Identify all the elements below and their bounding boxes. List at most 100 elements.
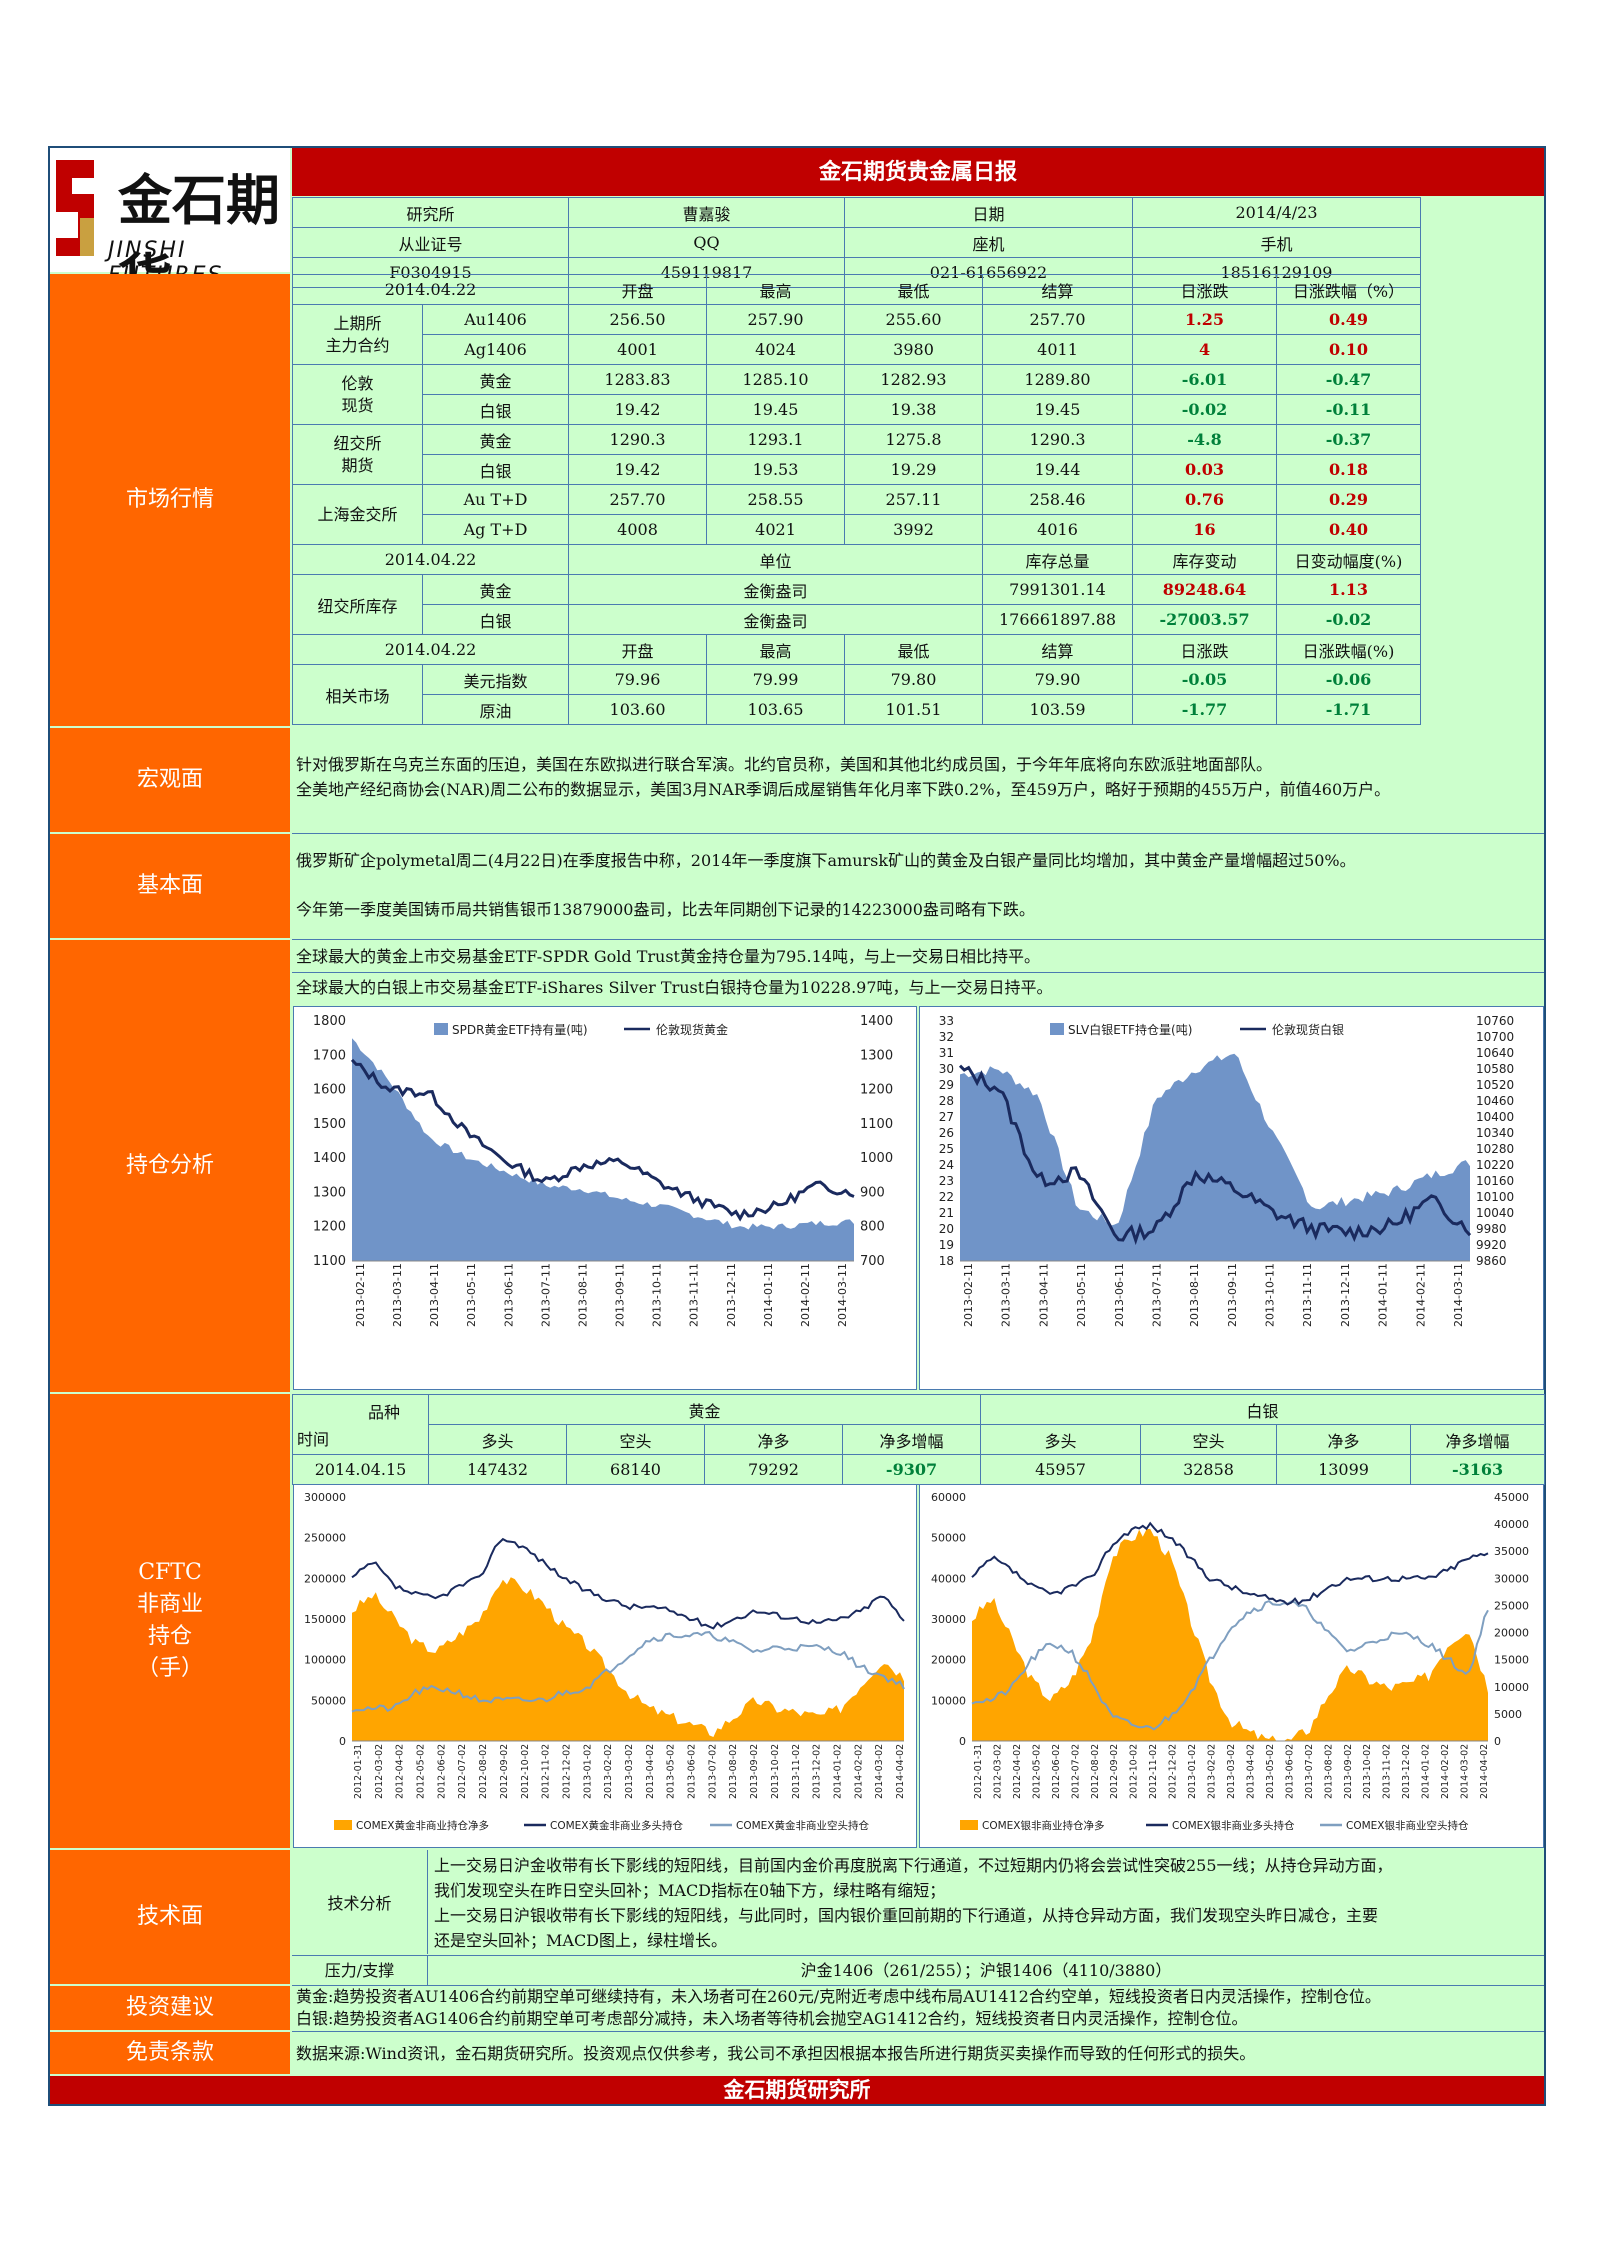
x-tick-label: 2012-11-02 — [541, 1744, 552, 1799]
market-value: 1275.8 — [844, 424, 984, 455]
x-tick-label: 2013-07-02 — [1304, 1744, 1315, 1799]
right-tick-label: 10580 — [1476, 1062, 1514, 1076]
cftc-values-row: 2014.04.15 147432 68140 79292 -9307 45957 3285… — [292, 1454, 1546, 1485]
market-value: 103.60 — [568, 694, 708, 725]
x-tick-label: 2013-02-11 — [962, 1263, 975, 1327]
chart-silver-cftc: 6000050000400003000020000100000450004000… — [931, 1491, 1529, 1832]
column-header: 日涨跌幅(%) — [1276, 634, 1422, 665]
stock-pct: -0.02 — [1276, 604, 1422, 635]
x-tick-label: 2012-07-02 — [1070, 1744, 1081, 1799]
column-header: 日变动幅度(%) — [1276, 544, 1422, 575]
stock-row: 纽交所库存 黄金 金衡盎司 7991301.14 89248.64 1.13 — [292, 574, 1422, 635]
chart-gold-etf: 1800 1700 1600 1500 1400 1300 1200 1100 1400 1300… — [313, 1014, 893, 1327]
market-value: 103.65 — [706, 694, 846, 725]
etf-holding-area — [960, 1053, 1470, 1261]
market-value: 79.99 — [706, 664, 846, 695]
column-header: 结算 — [982, 634, 1134, 665]
market-value: Ag1406 — [421, 334, 570, 365]
market-value: 258.46 — [982, 484, 1134, 515]
legend-area-swatch — [434, 1023, 448, 1035]
column-header: 净多 — [704, 1424, 843, 1455]
market-value: -0.06 — [1276, 664, 1422, 695]
header-cell: 日期 — [844, 197, 1133, 228]
left-tick-label: 20 — [939, 1222, 954, 1236]
market-value: 19.42 — [568, 394, 708, 425]
section-market: 市场行情 — [50, 274, 290, 726]
left-tick-label: 1600 — [313, 1083, 346, 1098]
x-tick-label: 2012-05-02 — [1031, 1744, 1042, 1799]
market-value: 4011 — [982, 334, 1134, 365]
logo-mark-icon — [56, 160, 94, 256]
header-cell: 研究所 — [292, 197, 569, 228]
legend-short-label: COMEX黄金非商业空头持仓 — [736, 1819, 869, 1832]
x-tick-label: 2013-09-02 — [749, 1744, 760, 1799]
x-tick-label: 2012-11-02 — [1148, 1744, 1159, 1799]
left-tick-label: 50000 — [931, 1532, 966, 1545]
x-tick-label: 2014-01-02 — [832, 1744, 843, 1799]
legend-long-label: COMEX银非商业多头持仓 — [1172, 1819, 1295, 1832]
market-value: 19.45 — [706, 394, 846, 425]
column-header: 净多增幅 — [1410, 1424, 1546, 1455]
x-tick-label: 2013-08-02 — [728, 1744, 739, 1799]
left-tick-label: 1800 — [313, 1014, 346, 1029]
x-tick-label: 2013-04-02 — [1245, 1744, 1256, 1799]
column-header: 开盘 — [568, 274, 708, 305]
x-tick-label: 2013-05-11 — [1075, 1263, 1088, 1327]
cftc-head-row: 品种 时间 黄金 白银 — [292, 1394, 1546, 1455]
market-value: -4.8 — [1132, 424, 1278, 455]
market-value: 1.25 — [1132, 304, 1278, 335]
legend-line-label: 伦敦现货黄金 — [656, 1022, 728, 1037]
x-tick-label: 2013-08-11 — [576, 1263, 589, 1327]
x-tick-label: 2013-03-02 — [1226, 1744, 1237, 1799]
x-tick-label: 2012-06-02 — [1051, 1744, 1062, 1799]
column-header: 净多增幅 — [841, 1424, 982, 1455]
x-tick-label: 2013-06-11 — [1113, 1263, 1126, 1327]
section-macro: 宏观面 — [50, 728, 290, 832]
x-tick-label: 2013-07-02 — [707, 1744, 718, 1799]
right-tick-label: 900 — [860, 1185, 885, 1200]
right-tick-label: 30000 — [1494, 1572, 1529, 1585]
left-tick-label: 1700 — [313, 1048, 346, 1063]
right-tick-label: 5000 — [1494, 1708, 1522, 1721]
left-tick-label: 30000 — [931, 1613, 966, 1626]
stock-change: -27003.57 — [1132, 604, 1278, 635]
header-row: 研究所 曹嘉骏 日期 2014/4/23 — [292, 197, 1421, 228]
market-value: 257.70 — [982, 304, 1134, 335]
right-tick-label: 1300 — [860, 1048, 893, 1063]
group-name: 上海金交所 — [292, 484, 423, 545]
market-value: Au1406 — [421, 304, 570, 335]
header-cell: 从业证号 — [292, 227, 569, 258]
x-tick-label: 2013-02-02 — [603, 1744, 614, 1799]
right-tick-label: 10100 — [1476, 1190, 1514, 1204]
right-tick-label: 9860 — [1476, 1254, 1507, 1268]
x-tick-label: 2013-03-11 — [391, 1263, 404, 1327]
right-tick-label: 10400 — [1476, 1110, 1514, 1124]
market-value: 黄金 — [421, 424, 570, 455]
section-position: 持仓分析 — [50, 940, 290, 1392]
market-value: 4 — [1132, 334, 1278, 365]
left-tick-label: 100000 — [304, 1654, 346, 1667]
tech-line: 上一交易日沪金收带有长下影线的短阳线，目前国内金价再度脱离下行通道，不过短期内仍… — [434, 1856, 1393, 1875]
market-value: 1293.1 — [706, 424, 846, 455]
market-value: -0.05 — [1132, 664, 1278, 695]
market-head-row: 2014.04.22 开盘 最高 最低 结算 日涨跌 日涨跌幅（%） — [291, 274, 1422, 305]
x-tick-label: 2014-03-02 — [1460, 1744, 1471, 1799]
x-tick-label: 2013-06-11 — [502, 1263, 515, 1327]
x-tick-label: 2012-04-02 — [1012, 1744, 1023, 1799]
macro-line: 全美地产经纪商协会(NAR)周二公布的数据显示，美国3月NAR季调后成屋销售年化… — [296, 780, 1391, 799]
left-tick-label: 21 — [939, 1206, 954, 1220]
fundamental-line: 俄罗斯矿企polymetal周二(4月22日)在季度报告中称，2014年一季度旗… — [296, 851, 1356, 870]
market-value: -0.02 — [1132, 394, 1278, 425]
stock-row: 白银 金衡盎司 176661897.88 -27003.57 -0.02 — [293, 604, 1422, 635]
left-tick-label: 0 — [339, 1735, 346, 1748]
x-tick-label: 2014-02-11 — [1414, 1263, 1427, 1327]
header-cell: 手机 — [1132, 227, 1421, 258]
left-tick-label: 60000 — [931, 1491, 966, 1504]
spot-price-line — [350, 1058, 855, 1222]
right-tick-label: 0 — [1494, 1735, 1501, 1748]
x-tick-label: 2013-05-02 — [1265, 1744, 1276, 1799]
x-tick-label: 2013-06-02 — [1284, 1744, 1295, 1799]
x-tick-label: 2012-07-02 — [457, 1744, 468, 1799]
logo: 金石期货 JINSHI FUTURES — [50, 148, 290, 311]
tech-line: 还是空头回补；MACD图上，绿柱增长。 — [434, 1931, 728, 1950]
